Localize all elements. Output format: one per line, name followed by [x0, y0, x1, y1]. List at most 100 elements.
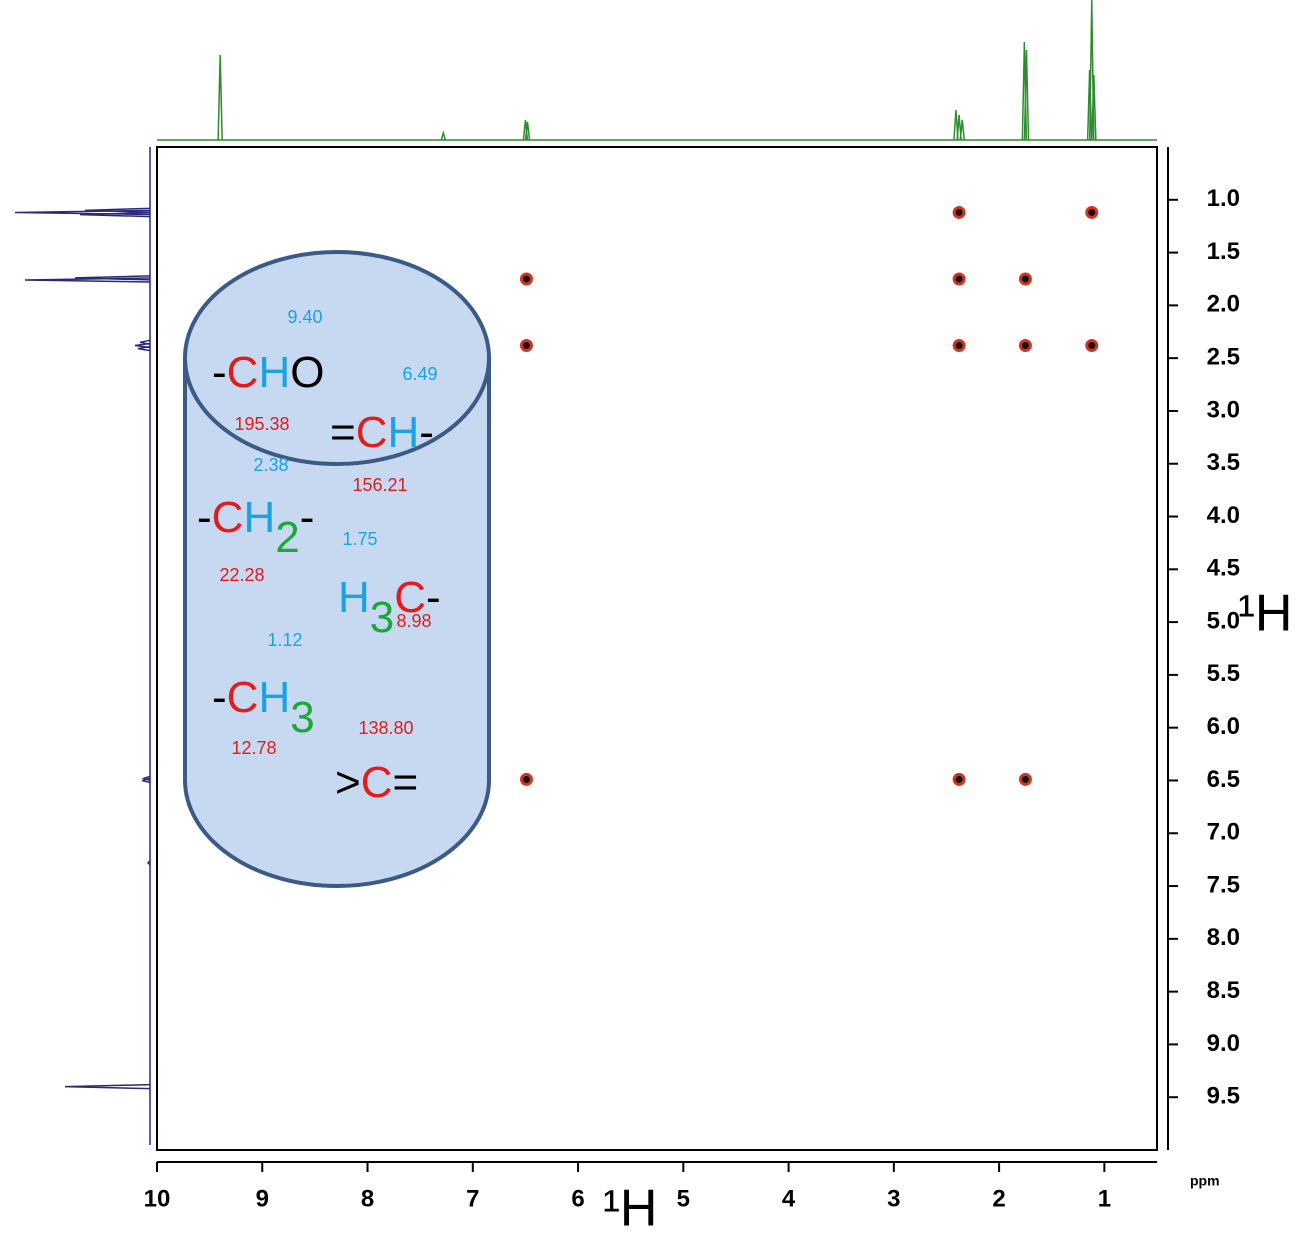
shift-label: 2.38	[253, 455, 288, 475]
shift-label: 1.12	[267, 630, 302, 650]
top-projection-peak	[1091, 74, 1097, 141]
top-projection-peak	[1086, 69, 1093, 141]
formula-part: =	[330, 408, 356, 457]
formula-part: C	[227, 673, 259, 722]
cross-peak	[952, 272, 966, 286]
formula-part: C	[227, 348, 259, 397]
cross-peak	[519, 272, 533, 286]
x-tick-label: 5	[677, 1185, 690, 1212]
formula-part: 2	[275, 513, 299, 562]
cross-peak	[1018, 272, 1032, 286]
cross-peak	[1085, 205, 1099, 219]
shift-label: 6.49	[402, 364, 437, 384]
y-tick-label: 8.5	[1207, 977, 1240, 1004]
top-projection-peak	[440, 130, 447, 141]
shift-label: 156.21	[352, 475, 407, 495]
shift-label: 12.78	[231, 738, 276, 758]
shift-label: 1.75	[342, 529, 377, 549]
formula-part: -	[300, 493, 315, 542]
formula: =CH-	[330, 408, 434, 457]
top-projection-peak	[524, 121, 531, 141]
formula-part: -	[212, 673, 227, 722]
cylinder-body	[183, 356, 491, 888]
top-projection-peak	[959, 119, 966, 141]
cross-peak	[952, 772, 966, 786]
formula: H3C-	[338, 573, 441, 642]
y-tick-label: 7.5	[1207, 871, 1240, 898]
formula-part: -	[426, 573, 441, 622]
formula-part: H	[258, 348, 290, 397]
top-projection-peak	[1023, 49, 1030, 141]
shift-label: 138.80	[358, 718, 413, 738]
x-tick-label: 8	[361, 1185, 374, 1212]
left-projection-peak	[146, 860, 151, 866]
y-tick-label: 4.5	[1207, 555, 1240, 582]
formula-part: H	[258, 673, 290, 722]
formula-part: C	[361, 758, 393, 807]
x-tick-label: 10	[144, 1185, 171, 1212]
shift-label: 22.28	[219, 565, 264, 585]
formula: -CHO	[212, 348, 324, 397]
cross-peak	[1085, 338, 1099, 352]
formula-part: H	[243, 493, 275, 542]
formula-part: >	[335, 758, 361, 807]
x-tick-label: 9	[256, 1185, 269, 1212]
cross-peak	[519, 338, 533, 352]
cross-peak	[952, 338, 966, 352]
y-tick-label: 5.5	[1207, 660, 1240, 687]
cross-peak	[1018, 338, 1032, 352]
shift-label: 195.38	[234, 414, 289, 434]
cylinder-top	[183, 250, 491, 466]
left-projection-peak	[141, 775, 151, 782]
y-tick-label: 3.0	[1207, 396, 1240, 423]
y-tick-label: 5.0	[1207, 607, 1240, 634]
plot-frame	[156, 146, 1158, 1151]
cross-peak	[1018, 772, 1032, 786]
x-tick-label: 1	[1098, 1185, 1111, 1212]
y-tick-label: 1.0	[1207, 185, 1240, 212]
formula-part: C	[356, 408, 388, 457]
y-axis-label: ¹H	[1238, 585, 1293, 643]
left-projection-peak	[134, 342, 151, 349]
y-tick-label: 3.5	[1207, 449, 1240, 476]
y-tick-label: 2.0	[1207, 291, 1240, 318]
y-tick-label: 9.5	[1207, 1083, 1240, 1110]
left-projection-peak	[79, 211, 151, 218]
y-tick-label: 9.0	[1207, 1030, 1240, 1057]
formula-part: 3	[290, 693, 314, 742]
top-projection-peak	[217, 54, 223, 141]
left-projection-peak	[74, 275, 151, 281]
x-tick-label: 6	[571, 1185, 584, 1212]
left-projection-peak	[64, 1083, 151, 1090]
y-tick-label: 6.0	[1207, 713, 1240, 740]
x-tick-label: 7	[466, 1185, 479, 1212]
y-tick-label: 2.5	[1207, 344, 1240, 371]
formula: -CH2-	[197, 493, 314, 562]
cross-peak	[519, 772, 533, 786]
y-tick-label: 8.0	[1207, 924, 1240, 951]
formula-part: O	[290, 348, 324, 397]
x-tick-label: 2	[992, 1185, 1005, 1212]
formula-part: H	[338, 573, 370, 622]
formula-part: -	[197, 493, 212, 542]
unit-label: ppm	[1190, 1173, 1220, 1189]
x-tick-label: 4	[782, 1185, 796, 1212]
y-tick-label: 6.5	[1207, 766, 1240, 793]
formula-part: C	[212, 493, 244, 542]
y-tick-label: 4.0	[1207, 502, 1240, 529]
x-axis-label: ¹H	[603, 1180, 658, 1238]
formula-part: -	[419, 408, 434, 457]
formula: -CH3	[212, 673, 315, 742]
formula-part: C	[394, 573, 426, 622]
shift-label: 9.40	[287, 307, 322, 327]
left-projection-peak	[84, 207, 151, 214]
formula-part: H	[387, 408, 419, 457]
formula-part: =	[392, 758, 418, 807]
formula-part: -	[212, 348, 227, 397]
formula: >C=	[335, 758, 418, 807]
cross-peak	[952, 205, 966, 219]
formula-part: 3	[370, 593, 394, 642]
y-tick-label: 1.5	[1207, 238, 1240, 265]
y-tick-label: 7.0	[1207, 819, 1240, 846]
